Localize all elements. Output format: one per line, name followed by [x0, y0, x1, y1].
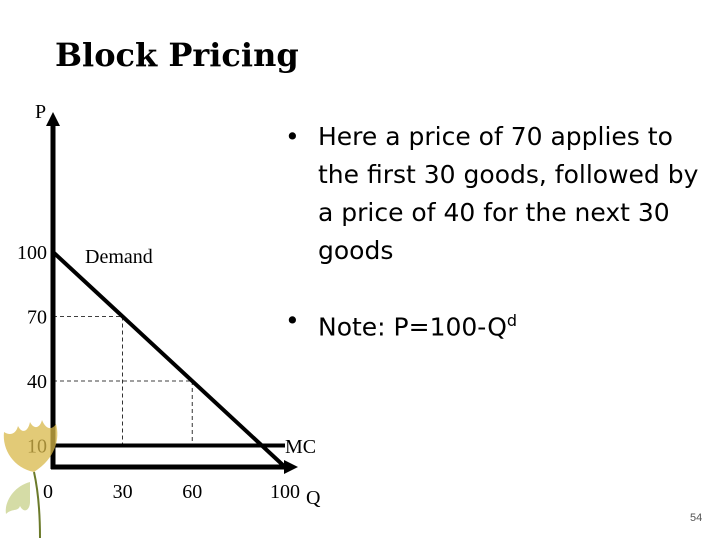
- y-tick-label: 100: [17, 242, 47, 264]
- y-tick-label: 70: [27, 307, 47, 329]
- x-tick-label: 0: [43, 481, 53, 503]
- demand-line: [51, 250, 287, 469]
- bullet-list: • Here a price of 70 applies to the first…: [285, 118, 705, 346]
- x-tick-label: 60: [182, 481, 202, 503]
- series-labels: Demand MC: [85, 246, 316, 458]
- mc-label: MC: [285, 436, 316, 458]
- ginkgo-leaf-decoration: [3, 420, 58, 539]
- x-axis-label: Q: [306, 487, 321, 509]
- x-tick-label: 30: [113, 481, 133, 503]
- slide-title: Block Pricing: [55, 36, 299, 74]
- y-tick-label: 40: [27, 371, 47, 393]
- bullet-item: • Here a price of 70 applies to the first…: [285, 118, 705, 270]
- tick-labels: 10070401003060100: [17, 242, 300, 503]
- chart-axes: PQ: [35, 101, 321, 509]
- guide-lines: [53, 316, 193, 446]
- page-number: 54: [690, 512, 703, 524]
- bullet-superscript: d: [506, 311, 518, 330]
- demand-label: Demand: [85, 246, 153, 268]
- y-axis-label: P: [35, 101, 46, 123]
- x-axis-arrow: [284, 460, 298, 474]
- y-axis-arrow: [46, 112, 60, 126]
- bullet-icon: •: [285, 122, 300, 151]
- x-tick-label: 100: [270, 481, 300, 503]
- bullet-item: • Note: P=100-Qd: [285, 302, 705, 346]
- bullet-text: Note: P=100-Q: [318, 312, 507, 342]
- chart-series: [51, 250, 287, 469]
- bullet-text: Here a price of 70 applies to the first …: [318, 122, 699, 265]
- bullet-icon: •: [285, 306, 300, 335]
